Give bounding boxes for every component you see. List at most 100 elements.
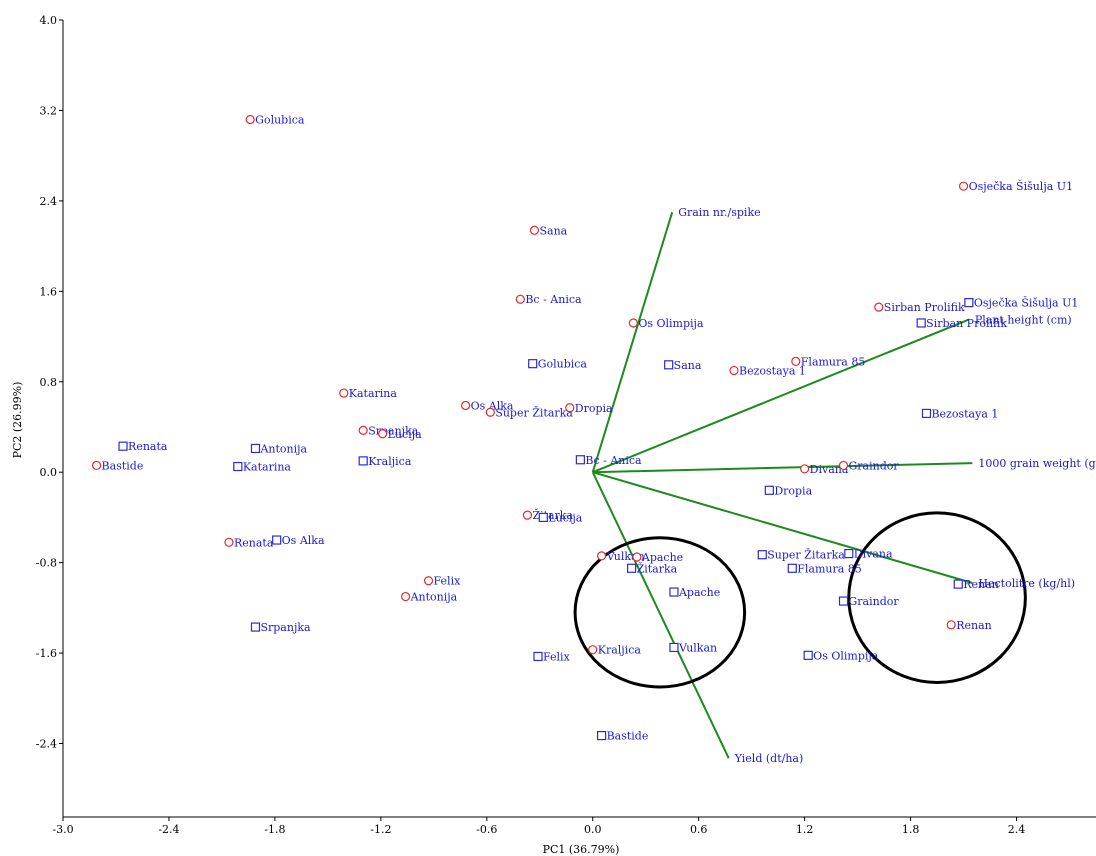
point-label: Golubica [255, 113, 305, 126]
point-label: Felix [543, 650, 571, 663]
point-label: Os Alka [282, 534, 325, 547]
point-label: Apache [641, 551, 683, 564]
square-marker [757, 550, 767, 560]
point-label: Bezostaya 1 [931, 407, 998, 420]
point-label: Golubica [538, 358, 588, 371]
y-tick-label: -2.4 [36, 738, 57, 751]
circle-marker [632, 552, 642, 562]
square-marker [272, 535, 282, 545]
x-tick-label: 1.8 [902, 823, 920, 836]
circle-marker [378, 429, 388, 439]
y-tick-label: -1.6 [36, 647, 57, 660]
square-marker [916, 318, 926, 328]
point-label: Super Žitarka [767, 548, 845, 562]
x-tick-label: -1.8 [264, 823, 285, 836]
y-tick-label: -0.8 [36, 557, 57, 570]
y-tick-label: 1.6 [40, 285, 58, 298]
point-label: Žitarka [637, 561, 678, 575]
loading-vector [592, 471, 973, 584]
circle-marker [461, 400, 471, 411]
circle-marker [838, 460, 849, 471]
x-tick-label: -2.4 [158, 823, 179, 836]
square-marker [596, 731, 607, 741]
point-label: Antonija [259, 442, 307, 455]
circle-marker [874, 302, 884, 312]
vector-label: Hectolitre (kg/hl) [978, 577, 1075, 590]
square-marker [921, 408, 932, 419]
circle-marker [628, 318, 638, 328]
point-label: Sirban Prolifik [926, 317, 1007, 330]
square-marker [626, 563, 637, 573]
circle-marker [588, 645, 598, 655]
circle-marker [529, 225, 540, 235]
point-label: Osječka Šišulja U1 [969, 179, 1074, 193]
point-label: Graindor [848, 595, 899, 608]
square-marker [964, 298, 974, 308]
point-label: Felix [434, 575, 462, 588]
x-tick-label: -1.2 [370, 823, 391, 836]
point-label: Graindor [848, 459, 899, 472]
point-label: Os Alka [471, 399, 514, 412]
circle-marker [400, 591, 411, 602]
circle-marker [224, 537, 234, 547]
y-axis-title: PC2 (26.99%) [11, 382, 24, 459]
circle-marker [946, 620, 956, 630]
point-label: Bezostaya 1 [739, 364, 806, 377]
circle-marker [791, 356, 801, 367]
square-marker [575, 455, 585, 465]
x-axis-title: PC1 (36.79%) [543, 843, 620, 856]
point-label: Divana [854, 548, 893, 561]
loading-vector [591, 471, 730, 759]
vector-label: Grain nr./spike [678, 206, 760, 219]
square-marker [764, 485, 774, 495]
y-tick-label: 0.8 [40, 376, 58, 389]
point-label: Bastide [102, 459, 144, 472]
circle-marker [339, 388, 349, 398]
point-label: Katarina [243, 461, 292, 474]
highlight-ellipse [847, 511, 1027, 684]
highlight-ellipse [573, 536, 747, 689]
point-label: Osječka Šišulja U1 [974, 296, 1079, 310]
point-label: Renata [128, 440, 168, 453]
square-marker [803, 650, 813, 660]
point-label: Vulkan [678, 641, 717, 654]
highlight-ellipses [573, 511, 1027, 689]
point-label: Dropia [774, 484, 812, 497]
circle-marker [423, 576, 434, 586]
point-label: Os Olimpija [813, 649, 879, 662]
vector-label: 1000 grain weight (g) [978, 457, 1096, 470]
loading-vectors [591, 211, 973, 759]
point-label: Kraljica [368, 455, 412, 468]
point-label: Srpanjka [260, 621, 311, 634]
loading-vector [592, 318, 970, 474]
axes: -3.0 -2.4 -1.8 -1.2 -0.6 0.0 0.6 1.2 1.8 2.4 -2.4 -… [36, 14, 1096, 836]
circle-marker [800, 464, 810, 474]
square-marker [250, 443, 261, 454]
point-label: Antonija [410, 591, 458, 604]
circle-marker [358, 425, 368, 435]
x-tick-label: 2.4 [1008, 823, 1026, 836]
point-label: Katarina [349, 387, 398, 400]
square-marker [118, 441, 128, 451]
circle-marker [515, 294, 525, 304]
y-tick-label: 0.0 [40, 466, 58, 479]
loading-vector [591, 211, 674, 473]
square-marker [538, 512, 548, 523]
vector-labels: Grain nr./spike Plant height (cm) 1000 gra… [678, 206, 1096, 765]
square-marker [528, 359, 538, 369]
x-tick-label: -0.6 [476, 823, 497, 836]
square-marker [233, 461, 243, 472]
point-label: Flamura 85 [797, 562, 862, 575]
vector-label: Plant height (cm) [975, 314, 1072, 327]
square-marker [953, 579, 963, 589]
square-marker [533, 651, 543, 662]
point-label: Renan [963, 578, 999, 591]
point-label: Renata [234, 536, 274, 549]
point-label: Sana [539, 224, 567, 237]
x-tick-label: 0.0 [584, 823, 602, 836]
square-marker [669, 642, 679, 653]
point-label: Renan [956, 619, 992, 632]
point-label: Os Olimpija [638, 317, 704, 330]
y-tick-label: 3.2 [40, 104, 58, 117]
